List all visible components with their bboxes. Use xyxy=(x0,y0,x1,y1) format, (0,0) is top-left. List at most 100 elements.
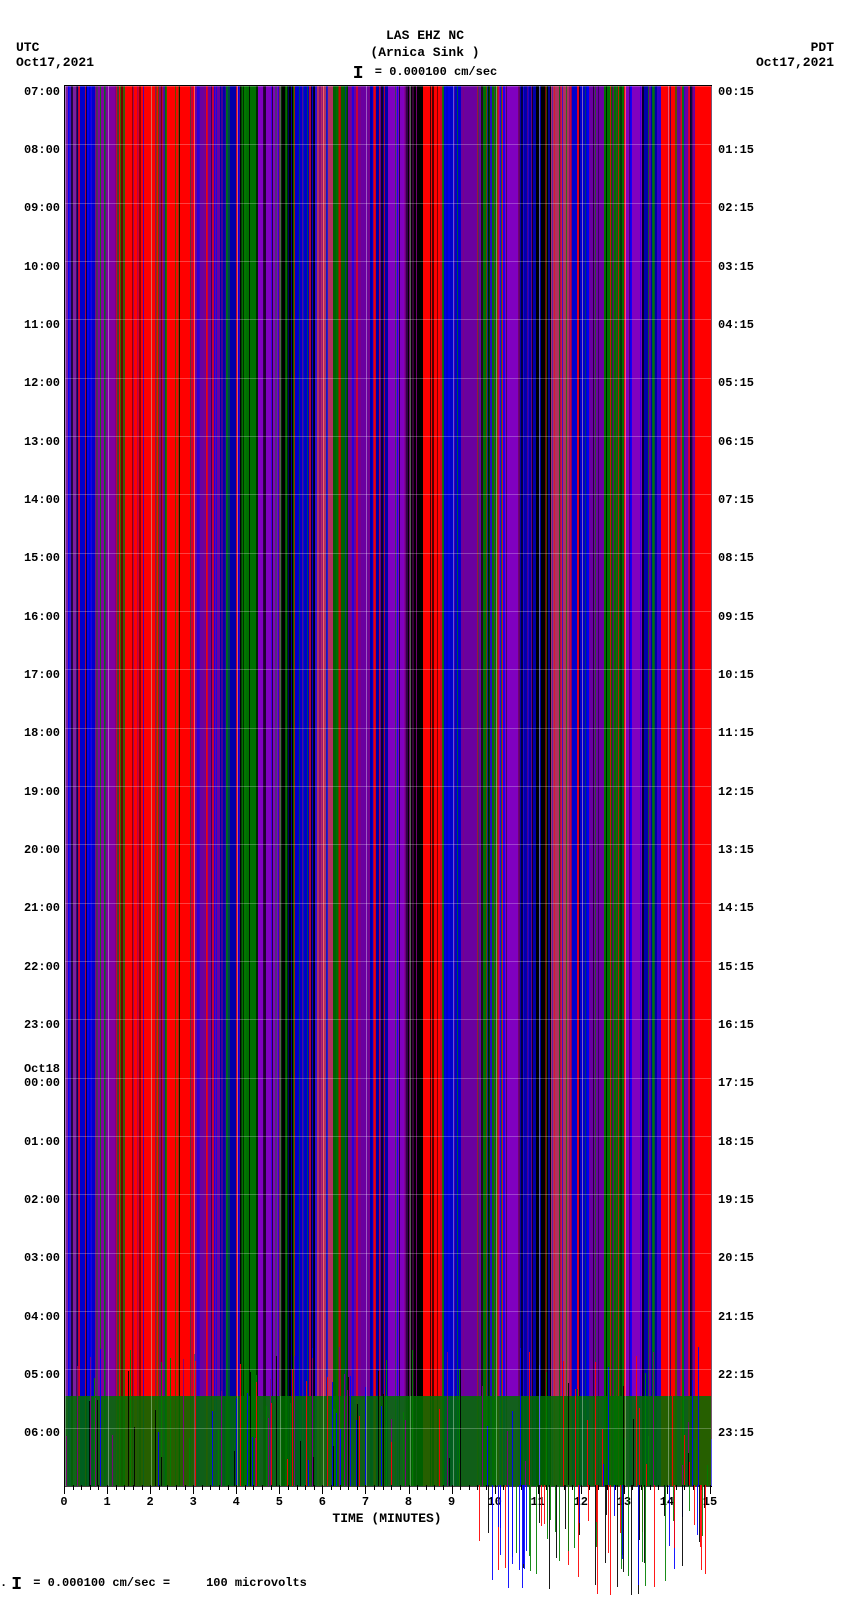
pdt-time-label: 11:15 xyxy=(718,726,754,740)
chart-header: LAS EHZ NC (Arnica Sink ) xyxy=(0,28,850,62)
utc-time-label: 13:00 xyxy=(10,435,60,449)
seismic-trace xyxy=(646,1464,647,1486)
seismic-trace xyxy=(587,1420,588,1486)
seismic-trace xyxy=(161,1457,162,1486)
utc-time-label: 06:00 xyxy=(10,1426,60,1440)
hour-gridline xyxy=(65,1369,711,1370)
overflow-trace xyxy=(617,1485,618,1587)
pdt-time-label: 18:15 xyxy=(718,1135,754,1149)
x-tick-mark xyxy=(417,1485,418,1490)
utc-time-label: 19:00 xyxy=(10,785,60,799)
x-tick-label: 3 xyxy=(190,1495,197,1509)
overflow-trace xyxy=(682,1485,683,1566)
x-tick-mark xyxy=(90,1485,91,1490)
pdt-time-label: 22:15 xyxy=(718,1368,754,1382)
hour-gridline xyxy=(65,1194,711,1195)
overflow-trace xyxy=(628,1485,629,1576)
overflow-trace xyxy=(526,1485,527,1551)
x-tick-mark xyxy=(365,1485,366,1494)
seismic-trace xyxy=(648,1436,649,1486)
hour-gridline xyxy=(65,611,711,612)
overflow-trace xyxy=(492,1485,493,1580)
tz-right-date: Oct17,2021 xyxy=(756,55,834,70)
pdt-time-label: 16:15 xyxy=(718,1018,754,1032)
utc-time-label: 21:00 xyxy=(10,901,60,915)
overflow-trace xyxy=(610,1485,611,1595)
pdt-time-label: 17:15 xyxy=(718,1076,754,1090)
seismic-trace xyxy=(529,1352,530,1486)
hour-gridline xyxy=(65,844,711,845)
x-tick-label: 2 xyxy=(147,1495,154,1509)
seismic-trace xyxy=(77,1366,78,1486)
pdt-time-label: 20:15 xyxy=(718,1251,754,1265)
scale-bar-icon: I xyxy=(353,64,364,84)
seismic-trace xyxy=(300,1441,301,1486)
overflow-trace xyxy=(631,1485,632,1595)
pdt-time-label: 04:15 xyxy=(718,318,754,332)
x-tick-mark xyxy=(142,1485,143,1490)
seismic-trace xyxy=(507,1431,508,1486)
x-tick-mark xyxy=(228,1485,229,1490)
utc-time-label: 16:00 xyxy=(10,610,60,624)
x-tick-mark xyxy=(210,1485,211,1490)
hour-gridline xyxy=(65,1136,711,1137)
x-tick-label: 0 xyxy=(60,1495,67,1509)
overflow-trace xyxy=(623,1485,624,1572)
tz-left-date: Oct17,2021 xyxy=(16,55,94,70)
station-location: (Arnica Sink ) xyxy=(0,45,850,62)
overflow-trace xyxy=(512,1485,513,1564)
x-tick-mark xyxy=(176,1485,177,1490)
pdt-time-label: 06:15 xyxy=(718,435,754,449)
utc-time-label: 17:00 xyxy=(10,668,60,682)
pdt-time-label: 10:15 xyxy=(718,668,754,682)
utc-time-label: 15:00 xyxy=(10,551,60,565)
pdt-time-label: 21:15 xyxy=(718,1310,754,1324)
x-tick-mark xyxy=(632,1485,633,1490)
seismic-trace xyxy=(66,1436,67,1486)
utc-time-label: 03:00 xyxy=(10,1251,60,1265)
pdt-time-label: 08:15 xyxy=(718,551,754,565)
x-tick-label: 11 xyxy=(531,1495,545,1509)
footer-suffix: 100 microvolts xyxy=(206,1576,307,1590)
overflow-trace xyxy=(508,1485,509,1588)
x-tick-mark xyxy=(460,1485,461,1490)
seismic-trace xyxy=(183,1359,184,1486)
x-tick-mark xyxy=(124,1485,125,1490)
seismic-trace xyxy=(252,1437,253,1486)
seismic-trace xyxy=(645,1373,646,1486)
x-tick-mark xyxy=(409,1485,410,1494)
overflow-trace xyxy=(588,1485,589,1521)
seismic-trace xyxy=(447,1352,448,1486)
overflow-trace xyxy=(516,1485,517,1553)
overflow-trace xyxy=(579,1485,580,1523)
minute-gridline xyxy=(711,86,712,1486)
x-tick-label: 1 xyxy=(103,1495,110,1509)
hour-gridline xyxy=(65,319,711,320)
seismic-trace xyxy=(356,1420,357,1486)
x-tick-mark xyxy=(107,1485,108,1494)
seismic-trace xyxy=(327,1377,328,1486)
seismic-trace xyxy=(290,1403,291,1486)
seismic-trace xyxy=(603,1464,604,1486)
seismic-trace xyxy=(240,1364,241,1486)
seismic-trace xyxy=(294,1356,295,1486)
hour-gridline xyxy=(65,378,711,379)
overflow-trace xyxy=(536,1485,537,1574)
x-tick-mark xyxy=(495,1485,496,1494)
utc-time-label: 18:00 xyxy=(10,726,60,740)
seismic-trace xyxy=(568,1383,569,1486)
x-tick-mark xyxy=(374,1485,375,1490)
pdt-time-label: 15:15 xyxy=(718,960,754,974)
x-tick-mark xyxy=(426,1485,427,1490)
x-tick-mark xyxy=(98,1485,99,1490)
x-tick-mark xyxy=(81,1485,82,1490)
pdt-time-label: 07:15 xyxy=(718,493,754,507)
x-tick-mark xyxy=(676,1485,677,1490)
hour-gridline xyxy=(65,144,711,145)
seismic-trace xyxy=(707,1465,708,1486)
hour-gridline xyxy=(65,903,711,904)
x-tick-mark xyxy=(279,1485,280,1494)
x-tick-mark xyxy=(193,1485,194,1494)
seismic-trace xyxy=(344,1374,345,1486)
seismic-trace xyxy=(250,1457,251,1486)
